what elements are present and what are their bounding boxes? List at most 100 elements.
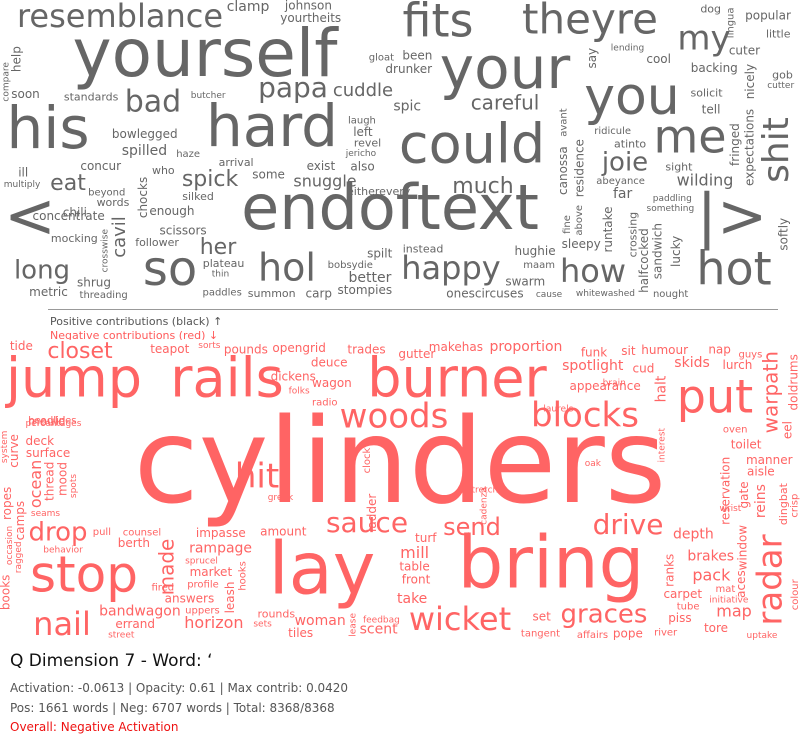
word-negative-103: oven [723, 424, 748, 435]
word-positive-4: his [6, 94, 89, 162]
word-negative-78: front [402, 573, 431, 587]
word-positive-10: me [653, 110, 726, 164]
word-negative-63: camps [13, 501, 27, 541]
word-negative-95: crisp [789, 494, 800, 518]
word-negative-135: cadenza [479, 487, 489, 525]
word-negative-130: lease [348, 613, 358, 637]
word-negative-80: ranks [663, 554, 677, 587]
word-positive-108: maam [523, 260, 555, 271]
word-negative-69: turf [415, 531, 437, 545]
word-negative-67: makehas [429, 340, 483, 354]
word-positive-121: thin [212, 270, 229, 280]
word-negative-9: blocks [531, 396, 639, 436]
word-negative-91: set [532, 610, 551, 624]
word-negative-30: rampage [189, 541, 252, 557]
word-positive-84: plateau [203, 257, 245, 270]
word-count-stats: Pos: 1661 words | Neg: 6707 words | Tota… [10, 701, 335, 715]
word-positive-106: bobsydie [328, 260, 373, 271]
word-negative-3: jump [5, 347, 142, 410]
word-negative-45: leash [223, 581, 237, 613]
word-negative-122: system [0, 431, 10, 464]
word-negative-121: initiative [709, 595, 749, 605]
word-positive-16: my [677, 19, 730, 59]
word-negative-77: ladder [365, 494, 379, 532]
word-positive-62: been [402, 49, 432, 63]
word-positive-114: threading [80, 290, 128, 300]
word-negative-101: mat [715, 584, 735, 595]
positive-word-cloud: yourself < endoftext |> his hard your could you s… [0, 0, 800, 300]
word-negative-64: trades [347, 342, 385, 356]
word-negative-36: take [397, 591, 427, 607]
word-positive-110: gloat [369, 53, 394, 64]
word-negative-38: bandwagon [99, 603, 181, 619]
word-positive-54: metric [29, 285, 68, 299]
word-positive-32: snuggle [293, 172, 356, 191]
word-negative-85: deuce [311, 355, 348, 369]
word-positive-74: concentrate [33, 209, 105, 223]
legend-divider [48, 309, 778, 310]
word-negative-48: mould [28, 414, 66, 428]
word-positive-73: expectations [743, 109, 757, 186]
word-negative-6: stop [30, 546, 138, 604]
word-negative-50: books [0, 575, 13, 611]
word-negative-87: dickens [271, 370, 316, 384]
word-positive-95: sight [665, 160, 693, 173]
word-negative-22: horizon [184, 613, 243, 632]
word-negative-32: reins [753, 484, 769, 518]
word-positive-123: jericho [345, 149, 377, 159]
word-positive-17: resemblance [17, 0, 223, 35]
word-positive-29: cavil [109, 216, 130, 258]
word-negative-123: ragged [14, 541, 24, 573]
word-negative-52: eel [780, 421, 794, 439]
word-negative-81: pounds [224, 342, 268, 356]
word-positive-68: say [585, 48, 599, 69]
word-negative-94: tangent [521, 628, 560, 639]
word-negative-82: gutter [398, 347, 435, 361]
word-positive-21: papa [258, 71, 328, 104]
word-positive-101: abeyance [596, 176, 645, 187]
word-positive-86: little [766, 28, 791, 41]
word-negative-62: errand [115, 617, 155, 631]
word-positive-13: theyre [522, 0, 658, 44]
word-negative-89: cud [633, 362, 655, 376]
word-negative-40: manner [746, 453, 793, 467]
word-positive-57: lucky [669, 236, 683, 267]
word-positive-92: mocking [51, 232, 98, 245]
activation-stats: Activation: -0.0613 | Opacity: 0.61 | Ma… [10, 681, 349, 695]
word-negative-14: sauce [326, 506, 408, 539]
word-negative-105: fired [151, 583, 174, 594]
word-negative-131: sets [253, 619, 272, 629]
word-negative-72: gate [737, 481, 751, 508]
word-negative-107: hooks [238, 561, 249, 591]
word-negative-55: carpet [663, 587, 702, 601]
word-negative-100: affairs [577, 630, 608, 640]
word-positive-116: lending [611, 44, 644, 54]
word-negative-46: tide [10, 340, 33, 353]
word-positive-6: your [440, 34, 571, 102]
word-positive-56: softly [777, 218, 791, 251]
word-positive-105: avant [559, 108, 570, 137]
word-negative-119: occasion [5, 526, 15, 565]
word-positive-111: fine [562, 215, 573, 234]
word-negative-26: map [716, 601, 752, 620]
word-positive-8: you [584, 67, 680, 127]
word-negative-11: radar [751, 534, 791, 625]
word-positive-122: whitewashed [576, 289, 635, 299]
word-negative-109: profile [187, 579, 219, 590]
word-positive-109: haze [176, 149, 200, 160]
word-positive-30: cuddle [333, 80, 393, 101]
word-positive-45: tell [702, 103, 721, 117]
word-negative-99: uppers [185, 606, 220, 617]
word-negative-76: amount [260, 525, 307, 539]
word-positive-51: backing [691, 61, 738, 75]
word-negative-31: depth [673, 527, 714, 543]
word-negative-124: uptake [747, 631, 778, 640]
word-positive-28: careful [471, 91, 540, 115]
word-negative-25: mill [400, 543, 429, 562]
word-positive-71: swarm [505, 274, 545, 288]
word-negative-59: deck [26, 434, 55, 448]
word-positive-31: wilding [677, 171, 734, 190]
word-negative-21: warpath [758, 351, 782, 433]
word-negative-114: seams [31, 509, 61, 519]
word-positive-72: concur [80, 159, 121, 173]
